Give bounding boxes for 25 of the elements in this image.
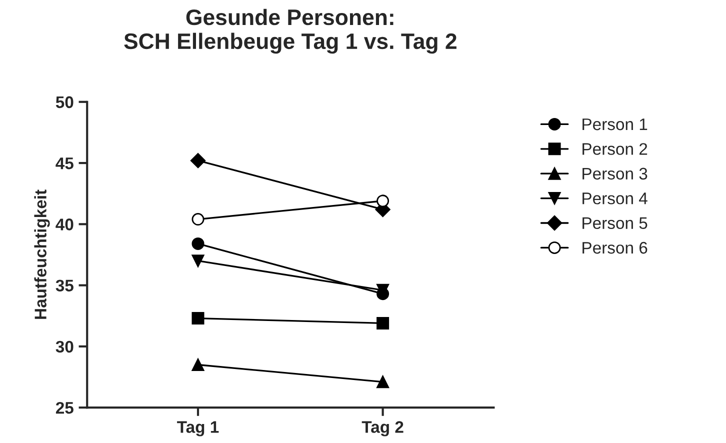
y-tick-label: 50 — [56, 96, 74, 108]
point — [192, 237, 204, 250]
y-tick-label: 45 — [56, 158, 74, 170]
y-axis-title: Hautfeuchtigkeit — [34, 190, 50, 319]
x-tick-label: Tag 2 — [362, 421, 404, 436]
point — [376, 194, 390, 208]
y-tick-label: 25 — [56, 402, 74, 414]
point — [192, 312, 204, 325]
legend-label: Person 2 — [582, 143, 648, 155]
y-tick-label: 35 — [56, 280, 74, 292]
legend-label: Person 3 — [582, 168, 648, 180]
point — [192, 254, 204, 268]
point — [192, 213, 204, 226]
x-tick-label: Tag 1 — [177, 421, 219, 436]
legend-label: Person 1 — [582, 118, 648, 130]
legend-label: Person 4 — [582, 192, 648, 204]
legend-label: Person 5 — [582, 217, 648, 230]
y-tick-label: 30 — [56, 340, 74, 353]
legend-label: Person 6 — [582, 242, 648, 254]
point — [376, 376, 390, 388]
y-tick-label: 40 — [56, 218, 74, 230]
chart-title: Gesunde Personen: SCH Ellenbeuge Tag 1 vs. Tag 2 — [124, 8, 456, 54]
point — [376, 316, 390, 330]
point — [190, 153, 206, 168]
point — [192, 358, 204, 372]
